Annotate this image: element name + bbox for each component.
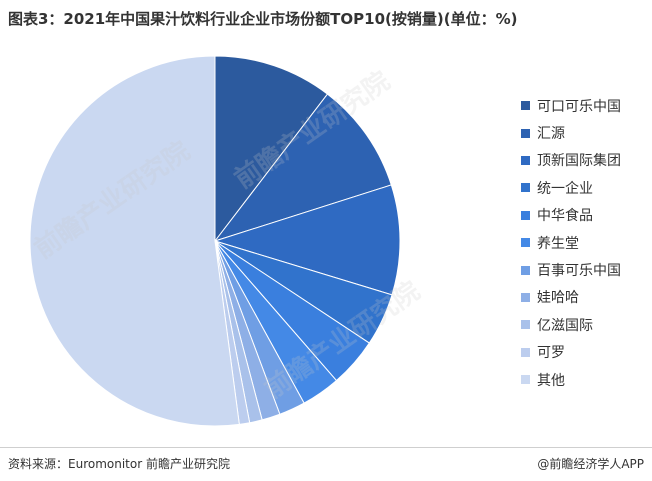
legend-label: 养生堂 [537, 235, 579, 252]
pie-slice-1 [214, 55, 329, 243]
legend-item: 可罗 [521, 339, 621, 366]
legend-item: 汇源 [521, 119, 621, 146]
legend-item: 统一企业 [521, 174, 621, 201]
legend-swatch [521, 292, 530, 302]
legend-item: 顶新国际集团 [521, 147, 621, 174]
legend-swatch [521, 347, 530, 357]
legend-item: 娃哈哈 [521, 284, 621, 311]
pie-slices [29, 55, 401, 427]
legend-label: 可罗 [537, 345, 565, 362]
source-text: 资料来源：Euromonitor 前瞻产业研究院 [8, 457, 230, 471]
legend-item: 养生堂 [521, 229, 621, 256]
legend-item: 其他 [521, 366, 621, 393]
legend-label: 其他 [537, 372, 565, 389]
legend-swatch [521, 128, 530, 138]
legend-label: 百事可乐中国 [537, 263, 621, 280]
legend-swatch [521, 101, 530, 111]
legend-swatch [521, 155, 530, 165]
legend-label: 汇源 [537, 126, 565, 143]
legend-swatch [521, 210, 530, 220]
legend-label: 可口可乐中国 [537, 98, 621, 115]
pie-slice-3 [213, 184, 401, 296]
pie-slice-11 [29, 55, 240, 427]
legend: 可口可乐中国 汇源顶新国际集团 统一企业中华食品养生堂百事可乐中国 娃哈哈亿滋国际可罗… [521, 92, 621, 393]
legend-swatch [521, 238, 530, 248]
footer-divider [0, 447, 652, 448]
legend-item: 中华食品 [521, 202, 621, 229]
legend-label: 中华食品 [537, 208, 593, 225]
chart-title: 图表3：2021年中国果汁饮料行业企业市场份额TOP10(按销量)(单位：%) [8, 10, 518, 28]
legend-label: 亿滋国际 [537, 317, 593, 334]
legend-label: 娃哈哈 [537, 290, 579, 307]
legend-item: 百事可乐中国 [521, 256, 621, 283]
legend-swatch [521, 183, 530, 193]
brand-text: @前瞻经济学人APP [537, 457, 644, 471]
legend-label: 顶新国际集团 [537, 153, 621, 170]
legend-swatch [521, 265, 530, 275]
legend-swatch [521, 375, 530, 385]
legend-item: 亿滋国际 [521, 311, 621, 338]
legend-item: 可口可乐中国 [521, 92, 621, 119]
legend-swatch [521, 320, 530, 330]
pie-slice-2 [213, 93, 392, 242]
legend-label: 统一企业 [537, 180, 593, 197]
